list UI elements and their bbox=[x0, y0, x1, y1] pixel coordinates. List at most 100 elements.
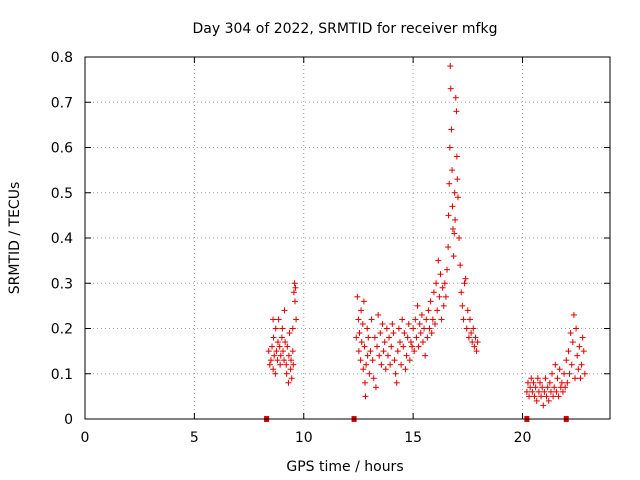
data-point bbox=[371, 334, 378, 341]
data-point bbox=[469, 339, 476, 346]
data-point bbox=[439, 284, 446, 291]
data-point bbox=[579, 334, 586, 341]
data-point bbox=[546, 379, 553, 386]
data-point bbox=[288, 375, 295, 382]
data-point bbox=[575, 366, 582, 373]
data-point bbox=[270, 334, 277, 341]
data-point bbox=[397, 339, 403, 346]
data-point bbox=[270, 316, 277, 323]
data-point bbox=[433, 280, 440, 287]
data-point bbox=[569, 339, 576, 346]
x-tick-label: 5 bbox=[190, 430, 199, 446]
data-point bbox=[375, 311, 382, 318]
data-point bbox=[388, 343, 395, 350]
data-point bbox=[267, 357, 274, 364]
data-point bbox=[418, 311, 425, 318]
data-point bbox=[391, 357, 398, 364]
data-point bbox=[384, 352, 391, 359]
data-point bbox=[362, 379, 368, 386]
data-point bbox=[524, 379, 531, 386]
data-point bbox=[290, 289, 297, 296]
data-point bbox=[289, 325, 296, 332]
data-point bbox=[360, 366, 367, 373]
data-point bbox=[390, 330, 397, 337]
data-point bbox=[438, 316, 445, 323]
data-point bbox=[413, 334, 420, 341]
data-point bbox=[370, 375, 377, 382]
data-point bbox=[364, 352, 371, 359]
data-point bbox=[421, 325, 428, 332]
data-point bbox=[366, 370, 373, 377]
data-point bbox=[424, 334, 431, 341]
data-point bbox=[471, 343, 478, 350]
data-point bbox=[377, 330, 384, 337]
data-point bbox=[279, 325, 286, 332]
data-point bbox=[528, 375, 535, 382]
data-point bbox=[415, 343, 422, 350]
data-point bbox=[442, 293, 449, 300]
data-point bbox=[429, 316, 436, 323]
data-point bbox=[409, 343, 416, 350]
data-point bbox=[547, 388, 554, 395]
data-point bbox=[365, 334, 372, 341]
data-point bbox=[451, 230, 458, 237]
data-point bbox=[417, 330, 424, 337]
y-axis-label: SRMTID / TECUs bbox=[7, 182, 23, 295]
data-point bbox=[410, 325, 417, 332]
data-point bbox=[551, 384, 558, 391]
data-point bbox=[570, 311, 577, 318]
data-point bbox=[414, 302, 421, 309]
y-tick-label: 0.4 bbox=[51, 231, 73, 247]
data-point bbox=[459, 302, 466, 309]
data-point bbox=[453, 153, 460, 160]
data-point bbox=[436, 293, 443, 300]
data-point bbox=[274, 357, 281, 364]
data-point bbox=[534, 375, 541, 382]
data-point bbox=[355, 348, 362, 355]
data-point bbox=[449, 203, 456, 210]
data-point bbox=[399, 316, 406, 323]
data-point bbox=[271, 352, 278, 359]
data-point bbox=[266, 361, 273, 368]
data-point bbox=[265, 348, 272, 355]
data-point bbox=[422, 352, 429, 359]
data-point bbox=[412, 316, 419, 323]
data-point bbox=[449, 225, 456, 232]
data-point bbox=[425, 307, 432, 314]
data-point bbox=[556, 366, 563, 373]
data-point bbox=[452, 216, 459, 223]
data-point bbox=[555, 393, 562, 400]
data-point bbox=[573, 325, 580, 332]
data-point bbox=[404, 334, 411, 341]
y-tick-label: 0.1 bbox=[51, 367, 73, 383]
data-point bbox=[559, 388, 566, 395]
data-point bbox=[468, 330, 475, 337]
data-point bbox=[276, 343, 283, 350]
data-point bbox=[552, 361, 559, 368]
data-point bbox=[576, 343, 583, 350]
data-point bbox=[374, 343, 381, 350]
data-point bbox=[445, 212, 452, 219]
data-point bbox=[563, 357, 570, 364]
data-point bbox=[286, 330, 293, 337]
data-point bbox=[284, 343, 291, 350]
data-point bbox=[562, 384, 569, 391]
data-point bbox=[356, 330, 363, 337]
grid bbox=[85, 57, 610, 419]
data-point bbox=[278, 334, 285, 341]
data-point bbox=[274, 339, 281, 346]
data-point bbox=[282, 339, 289, 346]
data-point bbox=[419, 339, 426, 346]
data-point bbox=[542, 375, 549, 382]
data-point bbox=[450, 253, 457, 260]
data-point bbox=[461, 280, 468, 287]
data-point bbox=[454, 194, 461, 201]
data-point bbox=[275, 316, 282, 323]
x-tick-label: 10 bbox=[295, 430, 313, 446]
data-point bbox=[381, 339, 388, 346]
data-point bbox=[289, 348, 296, 355]
data-point bbox=[434, 307, 441, 314]
data-point bbox=[539, 384, 546, 391]
data-point bbox=[379, 320, 386, 327]
data-point bbox=[531, 393, 538, 400]
